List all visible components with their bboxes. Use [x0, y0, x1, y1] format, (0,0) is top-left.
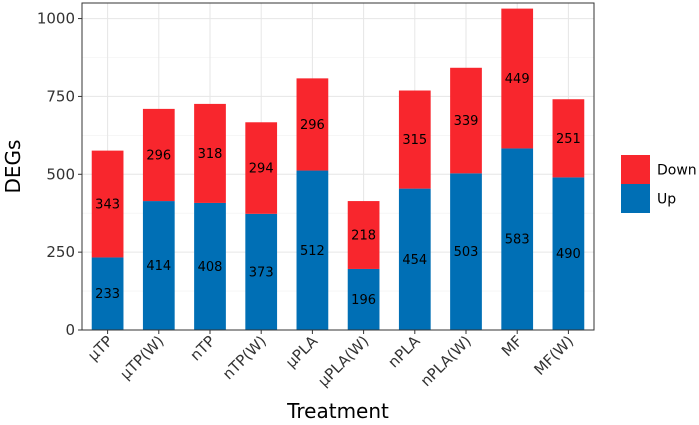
bar-up [501, 148, 534, 330]
bar-up [398, 188, 431, 330]
x-tick-label: MF(W) [530, 332, 577, 379]
data-label-up: 196 [351, 293, 376, 308]
y-tick-label: 1000 [37, 10, 75, 28]
data-label-down: 339 [454, 114, 479, 129]
y-tick-label: 750 [46, 87, 75, 105]
data-label-up: 233 [95, 287, 120, 302]
data-label-down: 296 [146, 148, 171, 163]
bar-down [91, 150, 124, 258]
x-tick-label: nPLA(W) [417, 332, 475, 390]
x-tick-label: µTP(W) [117, 332, 168, 383]
bar-up [552, 177, 585, 330]
x-tick-label: µTP [84, 332, 116, 364]
bar-up [142, 201, 175, 330]
y-tick-label: 250 [46, 243, 75, 261]
data-label-up: 373 [249, 265, 274, 280]
data-label-down: 251 [556, 132, 581, 147]
data-label-down: 318 [198, 147, 223, 162]
data-label-up: 512 [300, 244, 325, 259]
data-label-down: 343 [95, 198, 120, 213]
data-label-up: 503 [454, 245, 479, 260]
bar-down [194, 103, 226, 203]
x-tick-label: nPLA [384, 332, 424, 372]
bar-up [347, 268, 380, 330]
data-label-down: 296 [300, 118, 325, 133]
bar-up [296, 170, 329, 330]
x-tick-label: µPLA [282, 332, 322, 372]
x-tick-label: MF [498, 332, 526, 360]
data-label-up: 408 [198, 260, 223, 275]
data-label-up: 454 [402, 253, 427, 268]
bar-up [91, 257, 124, 330]
data-label-up: 490 [556, 247, 581, 262]
x-tick-label: nTP(W) [219, 332, 270, 383]
bar-down [450, 67, 482, 174]
bar-down [552, 99, 585, 178]
legend-label-down: Down [657, 163, 697, 179]
legend: Down Up [621, 155, 697, 213]
x-axis-title: Treatment [286, 399, 389, 423]
bar-up [450, 173, 482, 330]
plot-panel-border [81, 2, 595, 331]
data-label-down: 218 [351, 229, 376, 244]
data-label-up: 583 [505, 233, 530, 248]
legend-key-up [621, 184, 650, 213]
data-labels: 233 343 414 296 408 318 373 294 512 296 196 218 454 3… [95, 72, 581, 308]
bar-down [347, 201, 380, 269]
y-tick-label: 500 [46, 165, 75, 183]
x-tick-label: µPLA(W) [314, 332, 372, 390]
bar-down [501, 8, 534, 149]
legend-key-down [621, 155, 650, 184]
data-label-down: 449 [505, 72, 530, 87]
bar-down [296, 78, 329, 171]
bar-down [245, 122, 278, 214]
bar-up [194, 202, 226, 330]
bar-down [398, 90, 431, 189]
data-label-up: 414 [146, 259, 171, 274]
y-tick-label: 0 [65, 321, 75, 339]
x-tick-label: nTP [187, 332, 219, 364]
y-axis-title: DEGs [1, 140, 25, 194]
bar-down [142, 108, 175, 202]
bars [91, 8, 585, 330]
legend-label-up: Up [657, 192, 676, 208]
bar-up [245, 213, 278, 330]
data-label-down: 294 [249, 162, 274, 177]
data-label-down: 315 [402, 133, 427, 148]
